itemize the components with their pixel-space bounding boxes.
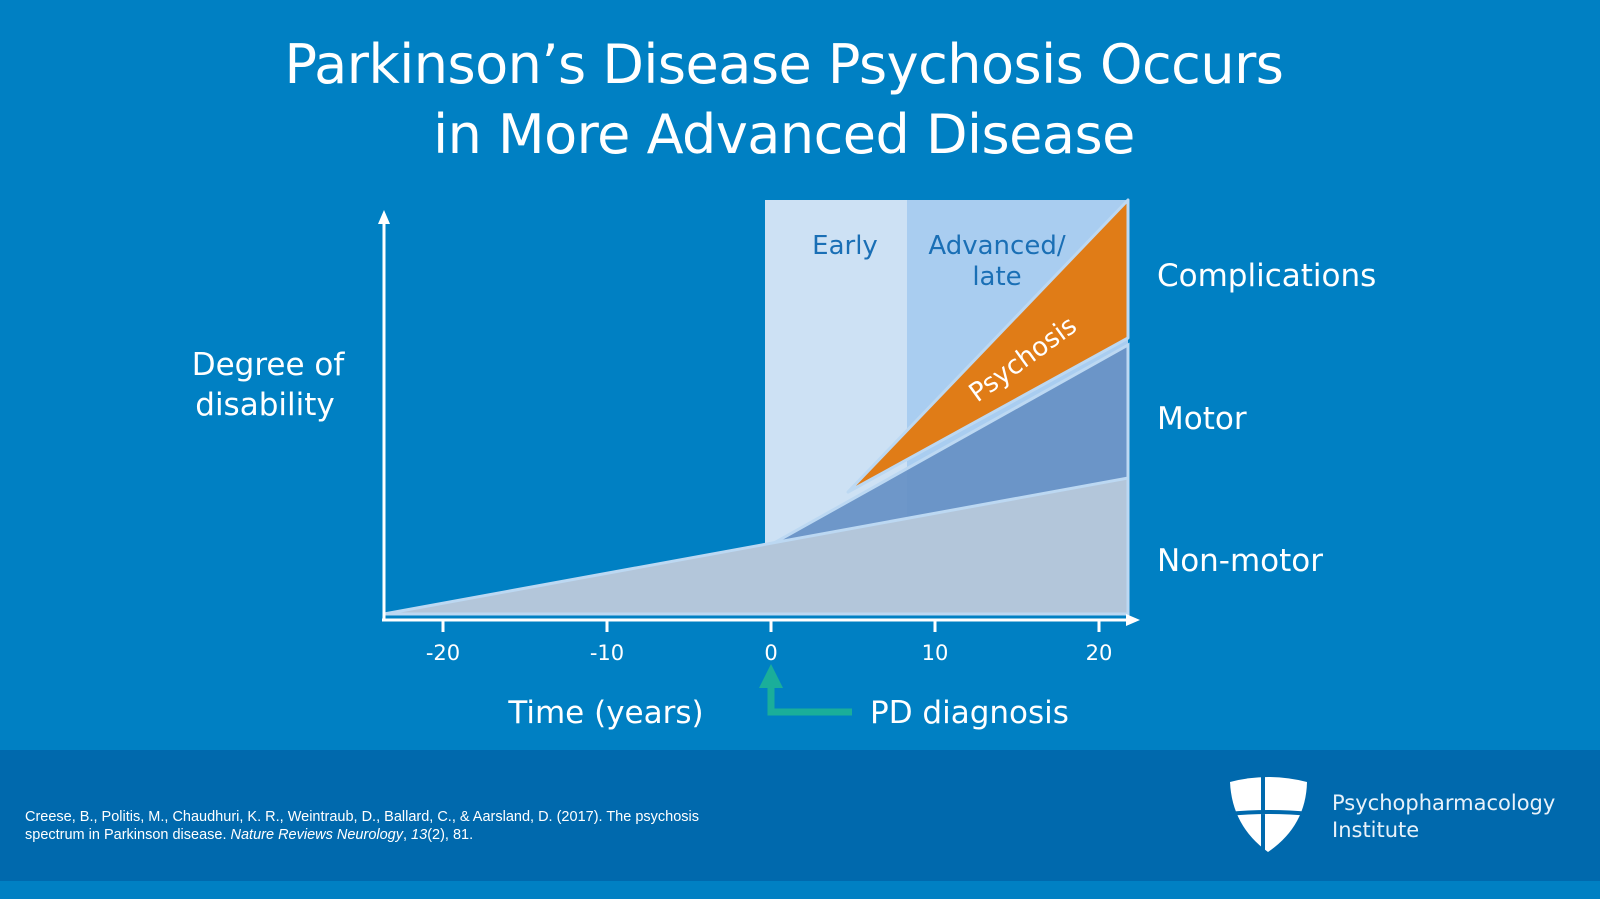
title-line-1: Parkinson’s Disease Psychosis Occurs [284,33,1284,96]
stage-label-advanced-1: Advanced/ [928,231,1065,261]
citation-sep: , [402,827,412,843]
stage-label-advanced-2: late [972,262,1021,292]
slide-title: Parkinson’s Disease Psychosis Occurs in … [0,30,1568,170]
x-tick-label: -20 [426,641,460,665]
citation-volume: 13 [411,827,428,843]
x-tick-label: 20 [1086,641,1113,665]
citation-line-1: Creese, B., Politis, M., Chaudhuri, K. R… [25,809,699,825]
x-axis-arrow [1126,614,1140,626]
diagnosis-arrow-icon [767,684,852,716]
brand-line-1: Psychopharmacology [1332,791,1556,815]
brand-name: Psychopharmacology Institute [1332,790,1555,844]
citation: Creese, B., Politis, M., Chaudhuri, K. R… [25,808,699,844]
x-tick-label: -10 [590,641,624,665]
psychosis-area [846,198,1130,494]
y-axis-arrow [378,210,390,224]
citation-text: spectrum in Parkinson disease. [25,827,231,843]
label-complications: Complications [1157,258,1376,294]
footer: Creese, B., Politis, M., Chaudhuri, K. R… [0,750,1600,881]
non-motor-area [383,476,1130,616]
brand-line-2: Institute [1332,818,1420,842]
citation-journal: Nature Reviews Neurology [230,827,403,843]
y-axis-label-2: disability [195,387,334,423]
x-tick-label: 0 [764,641,777,665]
citation-rest: (2), 81. [427,827,474,843]
stage-label-early: Early [812,231,878,261]
label-motor: Motor [1157,401,1247,437]
y-axis-label-1: Degree of [192,347,346,383]
citation-line-2: spectrum in Parkinson disease. Nature Re… [25,826,699,844]
x-tick-label: 10 [922,641,949,665]
x-axis-label: Time (years) [507,695,703,731]
title-line-2: in More Advanced Disease [433,103,1135,166]
shield-logo-icon [1228,776,1310,854]
label-non-motor: Non-motor [1157,543,1323,579]
diagnosis-arrowhead-icon [759,664,783,688]
diagnosis-label: PD diagnosis [870,695,1069,731]
